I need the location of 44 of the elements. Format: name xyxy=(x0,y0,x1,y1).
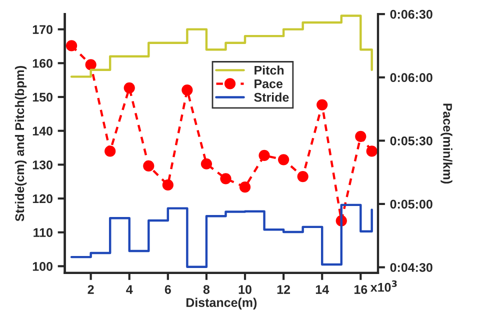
point xyxy=(355,130,366,142)
point xyxy=(200,158,212,170)
legend-label: Pitch xyxy=(254,66,284,75)
x-axis-title: Distance(m) xyxy=(186,298,257,310)
y-tick-label: 120 xyxy=(32,194,52,204)
y-tick-label: 140 xyxy=(32,126,52,136)
y2-tick-label: 0:05:30 xyxy=(390,136,432,146)
y-tick-label: 170 xyxy=(32,25,52,34)
point xyxy=(143,160,154,172)
y2-tick-label: 0:04:30 xyxy=(390,263,432,272)
x-tick-label: 12 xyxy=(277,285,290,294)
point xyxy=(104,146,116,157)
x-tick-label: 4 xyxy=(126,285,133,294)
x-tick-label: 8 xyxy=(203,285,210,294)
y2-tick-label: 0:06:00 xyxy=(390,73,432,82)
point xyxy=(278,154,290,166)
y2-tick-label: 0:06:30 xyxy=(390,10,432,19)
point xyxy=(162,179,174,191)
point xyxy=(239,182,251,193)
point xyxy=(66,40,78,52)
x-tick-label: 16 xyxy=(354,285,368,294)
text: x10$^{3}$ xyxy=(370,280,397,292)
point xyxy=(297,170,308,182)
y-tick-label: 100 xyxy=(32,262,52,271)
point xyxy=(124,82,135,94)
legend-label: Stride xyxy=(254,92,289,102)
point xyxy=(85,59,96,70)
x-tick-label: 14 xyxy=(316,285,329,294)
y-tick-label: 130 xyxy=(32,160,52,170)
y-tick-label: 110 xyxy=(34,228,52,238)
point xyxy=(366,146,378,157)
point xyxy=(182,84,193,96)
x-tick-label: 2 xyxy=(88,285,94,294)
y-tick-label: 160 xyxy=(32,58,52,68)
y-tick-label: 150 xyxy=(32,92,52,102)
y2-tick-label: 0:05:00 xyxy=(390,200,432,209)
point xyxy=(220,173,232,184)
point xyxy=(258,150,270,161)
x-tick-label: 10 xyxy=(238,285,252,294)
point xyxy=(316,99,328,110)
y2-axis-title: Pace(min/km) xyxy=(440,104,452,184)
legend-label: Pace xyxy=(254,79,283,88)
y-axis-title: Stride(cm) and Pitch(bpm) xyxy=(14,66,27,222)
x-tick-label: 6 xyxy=(164,285,171,294)
